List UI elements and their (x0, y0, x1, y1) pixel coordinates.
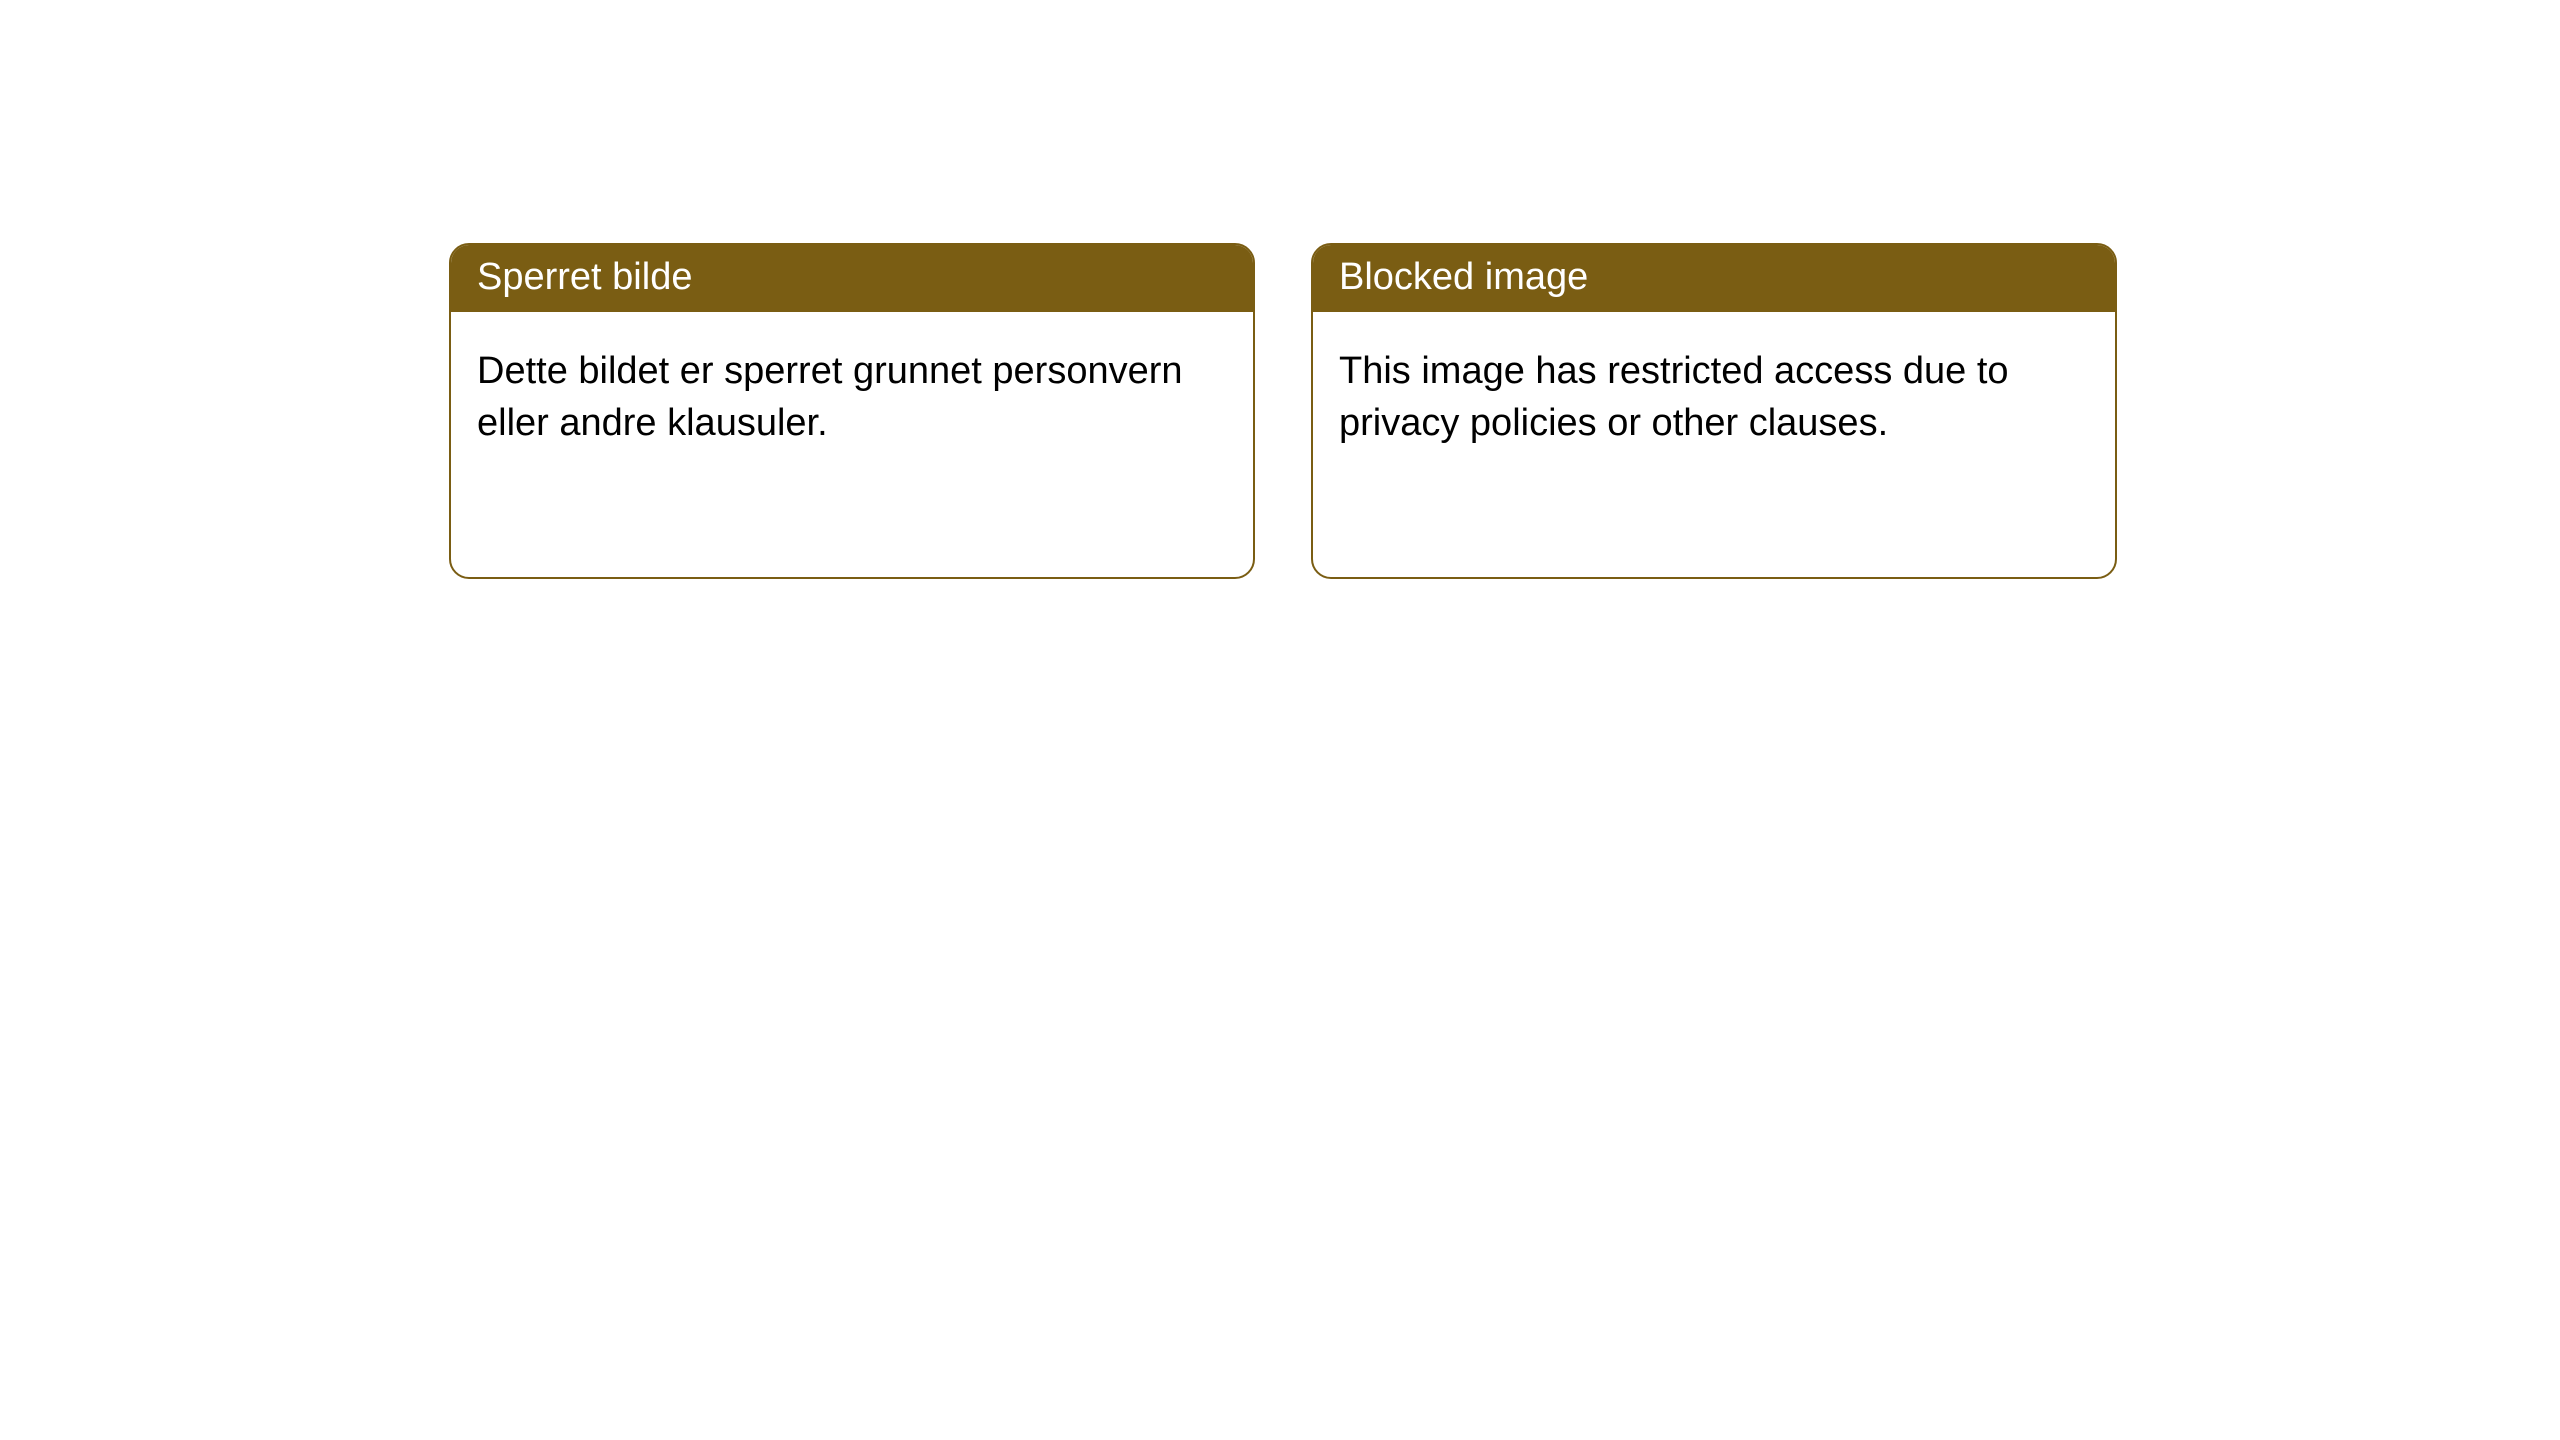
notice-card-norwegian: Sperret bilde Dette bildet er sperret gr… (449, 243, 1255, 579)
notice-card-body: This image has restricted access due to … (1313, 312, 2115, 475)
notice-card-english: Blocked image This image has restricted … (1311, 243, 2117, 579)
notice-cards-container: Sperret bilde Dette bildet er sperret gr… (0, 0, 2560, 579)
notice-card-title: Sperret bilde (451, 245, 1253, 312)
notice-card-body: Dette bildet er sperret grunnet personve… (451, 312, 1253, 475)
notice-card-title: Blocked image (1313, 245, 2115, 312)
